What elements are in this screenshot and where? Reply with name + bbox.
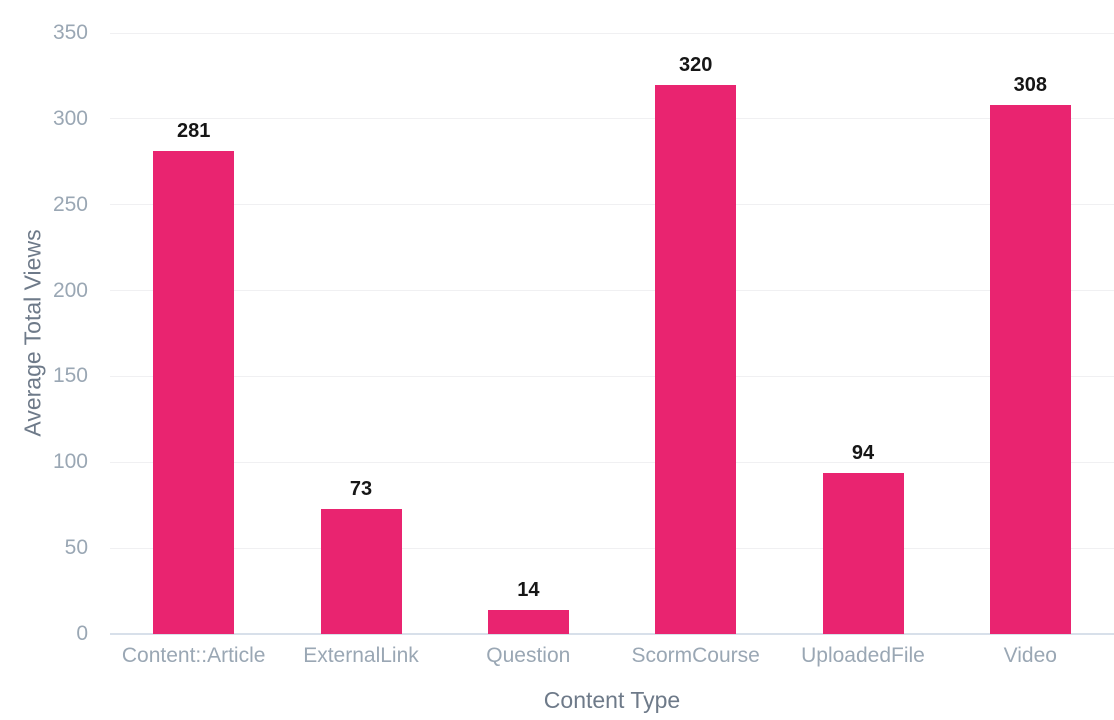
- bar-value-label: 73: [349, 477, 373, 500]
- y-axis-tick-labels: 0 50 100 150 200 250 300 350: [0, 0, 88, 720]
- bar-value-label: 320: [678, 53, 713, 76]
- y-tick-label: 150: [52, 364, 88, 388]
- x-tick-label: Content::Article: [121, 644, 266, 667]
- bar: [655, 84, 737, 634]
- gridline: [110, 32, 1114, 34]
- bar-value-label: 281: [176, 120, 211, 143]
- x-tick-label: Question: [486, 644, 571, 667]
- y-tick-label: 200: [52, 278, 88, 302]
- y-tick-label: 0: [76, 622, 88, 645]
- y-tick-label: 50: [64, 536, 88, 560]
- x-tick-label: Video: [1003, 644, 1057, 667]
- x-axis-title: Content Type: [543, 687, 681, 713]
- gridline: [110, 290, 1114, 292]
- gridline: [110, 375, 1114, 377]
- gridline: [110, 547, 1114, 549]
- y-tick-label: 350: [52, 21, 88, 44]
- x-tick-label: UploadedFile: [801, 644, 925, 667]
- y-tick-label: 300: [52, 106, 88, 130]
- gridline: [110, 204, 1114, 206]
- y-tick-label: 250: [52, 192, 88, 216]
- x-tick-label: ExternalLink: [303, 644, 419, 667]
- bar: [989, 105, 1071, 634]
- bar: [822, 472, 904, 634]
- bar: [153, 151, 235, 634]
- bar-value-label: 14: [517, 578, 540, 601]
- bar: [487, 609, 569, 634]
- x-tick-label: ScormCourse: [631, 644, 760, 667]
- y-tick-label: 100: [52, 450, 88, 474]
- bar: [320, 508, 402, 634]
- gridline: [110, 118, 1114, 120]
- gridline: [110, 461, 1114, 463]
- bar-value-label: 308: [1013, 74, 1048, 97]
- bar-value-label: 94: [851, 441, 875, 464]
- x-axis-line: [110, 633, 1114, 635]
